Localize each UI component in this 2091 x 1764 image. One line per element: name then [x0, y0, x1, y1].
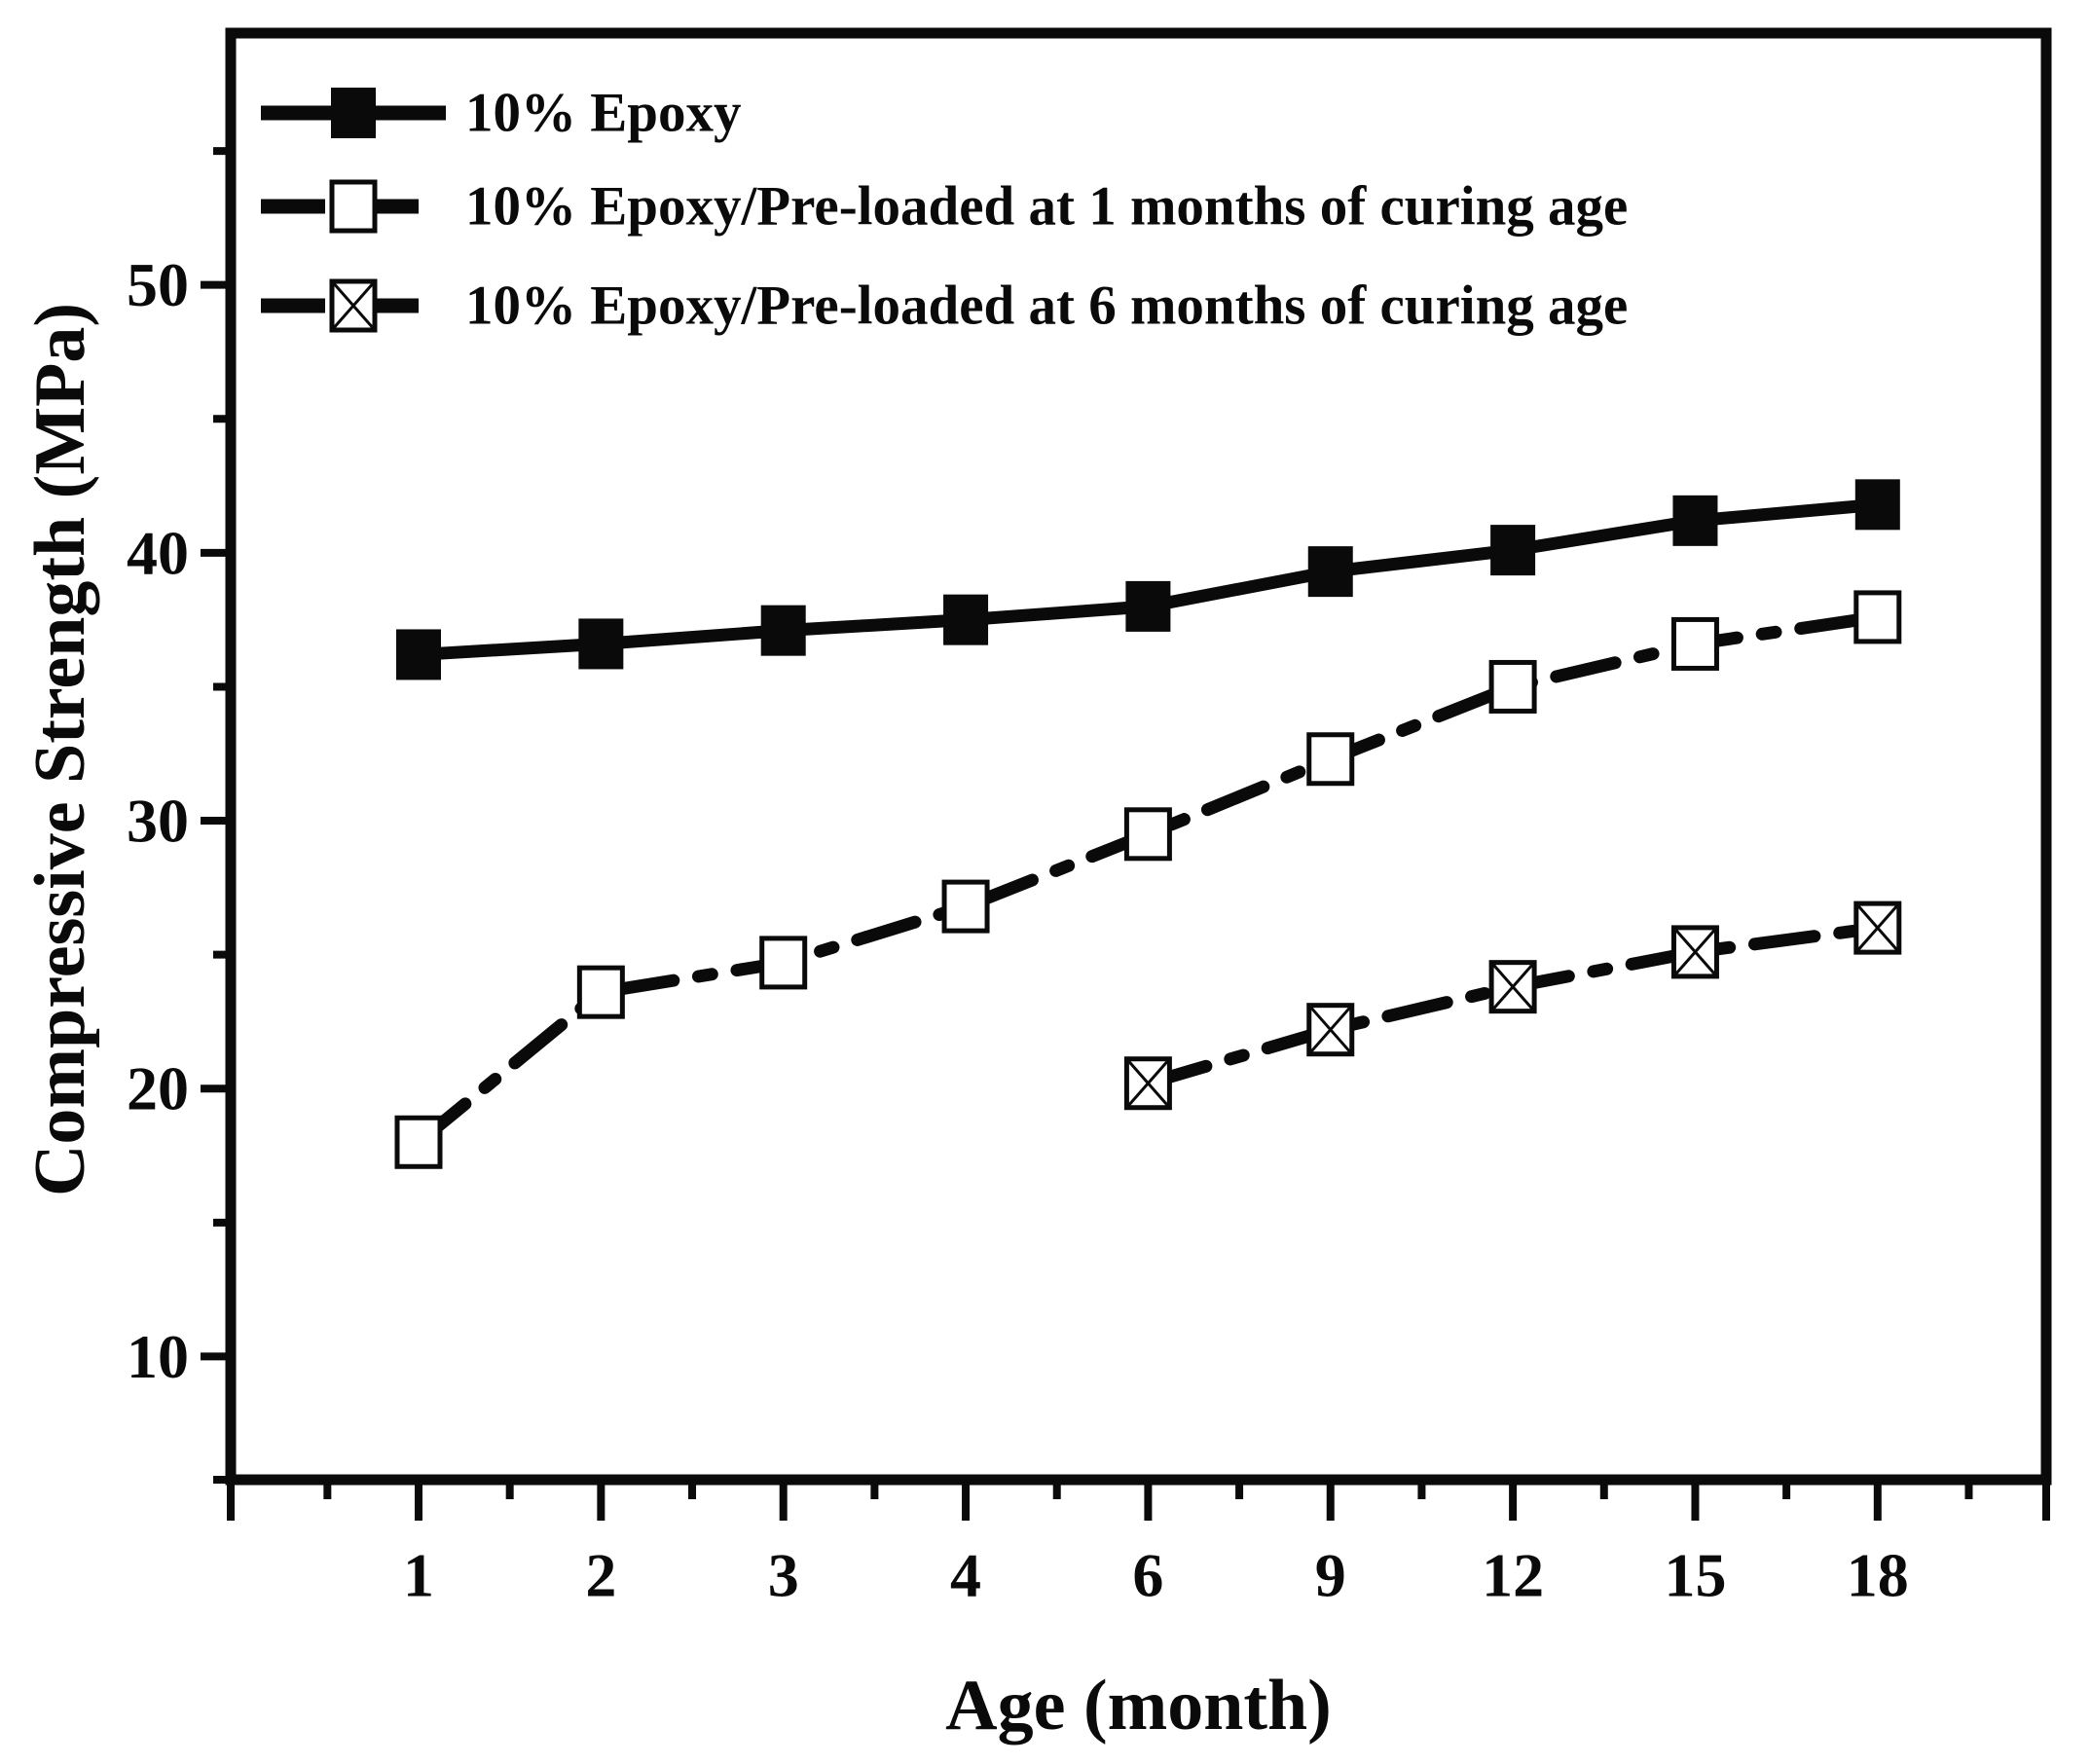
x-tick-label: 4 — [950, 1541, 981, 1610]
marker-cross-line — [1489, 961, 1536, 1012]
marker-cross-line — [330, 280, 377, 331]
series-1-marker — [1307, 546, 1353, 598]
x-tick-label: 1 — [403, 1541, 434, 1610]
x-tick-label: 15 — [1664, 1541, 1726, 1610]
series-1-marker — [396, 629, 441, 680]
plot-frame — [225, 27, 2052, 1486]
marker-cross-line — [1307, 1004, 1353, 1055]
x-tick-label: 9 — [1315, 1541, 1346, 1610]
y-tick-label: 30 — [127, 787, 189, 856]
x-tick-label: 18 — [1847, 1541, 1909, 1610]
legend-entry-label: 10% Epoxy — [465, 83, 741, 144]
series-2-marker — [1306, 732, 1355, 787]
series-line-1 — [412, 497, 1885, 661]
series-1-marker — [1854, 479, 1900, 531]
legend-open-square-icon — [329, 179, 378, 234]
series-1-marker — [943, 594, 989, 645]
series-2-marker — [1488, 659, 1537, 714]
series-2-marker — [759, 936, 808, 990]
y-tick-label: 50 — [127, 250, 189, 319]
series-1-marker — [1672, 495, 1718, 546]
series-2-marker — [394, 1115, 443, 1169]
series-2-marker — [1123, 807, 1172, 862]
marker-cross-line — [1672, 926, 1718, 977]
legend-filled-square-icon — [331, 88, 376, 138]
series-2-marker — [941, 879, 990, 934]
x-tick-label: 3 — [768, 1541, 799, 1610]
y-tick-label: 20 — [127, 1054, 189, 1123]
x-tick-label: 12 — [1482, 1541, 1544, 1610]
series-1-marker — [1125, 580, 1171, 632]
y-tick-label: 10 — [127, 1322, 189, 1391]
x-tick-label: 6 — [1132, 1541, 1163, 1610]
y-tick-label: 40 — [127, 518, 189, 587]
series-1-marker — [760, 605, 806, 656]
series-2-marker — [1670, 616, 1719, 671]
legend-entry-label: 10% Epoxy/Pre-loaded at 6 months of curi… — [465, 276, 1628, 337]
series-1-marker — [1490, 525, 1536, 576]
y-axis-title: Compressive Strength (MPa) — [20, 303, 100, 1196]
marker-cross-line — [1854, 902, 1900, 954]
legend-entry-label: 10% Epoxy/Pre-loaded at 1 months of curi… — [465, 176, 1628, 238]
series-2-marker — [576, 965, 625, 1019]
x-tick-label: 2 — [585, 1541, 616, 1610]
series-1-marker — [578, 618, 624, 670]
x-axis-title: Age (month) — [945, 1666, 1332, 1746]
marker-cross-line — [1125, 1057, 1171, 1109]
series-2-marker — [1853, 590, 1902, 644]
